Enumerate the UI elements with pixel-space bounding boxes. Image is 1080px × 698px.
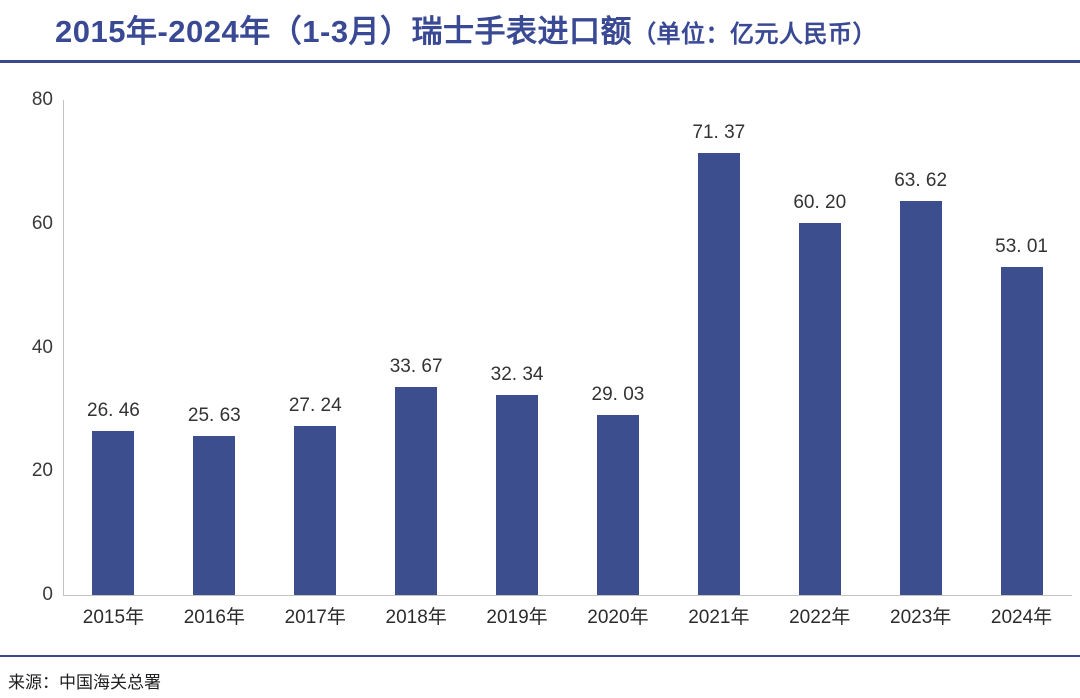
bar-2022年 xyxy=(798,222,841,595)
x-axis-category-label: 2020年 xyxy=(587,607,649,628)
bar-2017年 xyxy=(294,426,337,595)
bar-2019年 xyxy=(496,394,539,595)
x-axis-category-label: 2016年 xyxy=(183,607,245,628)
bar-value-label: 29. 03 xyxy=(591,384,645,406)
source-note: 来源：中国海关总署 xyxy=(8,673,161,692)
bar-2016年 xyxy=(193,436,236,595)
chart-title: 2015年-2024年（1-3月）瑞士手表进口额（单位：亿元人民币） xyxy=(55,6,877,51)
bar-2020年 xyxy=(596,415,639,595)
y-axis-tick-label: 0 xyxy=(42,584,53,605)
bar-2021年 xyxy=(697,153,740,595)
bar-2024年 xyxy=(1000,267,1043,595)
footer-divider-line xyxy=(0,655,1080,657)
bar-2015年 xyxy=(92,431,135,595)
bar-value-label: 63. 62 xyxy=(894,170,948,192)
y-axis-tick-label: 60 xyxy=(31,212,53,234)
x-axis-category-label: 2023年 xyxy=(890,607,952,628)
x-axis-category-label: 2024年 xyxy=(990,607,1053,628)
y-axis-line xyxy=(63,100,64,595)
bar-value-label: 26. 46 xyxy=(87,400,140,422)
x-axis-category-label: 2018年 xyxy=(385,607,447,628)
title-divider-line xyxy=(0,60,1080,63)
x-axis-category-label: 2019年 xyxy=(486,607,548,628)
chart-title-unit: （单位：亿元人民币） xyxy=(632,21,878,48)
bar-value-label: 32. 34 xyxy=(490,363,544,385)
bar-value-label: 25. 63 xyxy=(187,405,241,427)
y-axis-tick-label: 80 xyxy=(31,89,53,110)
x-axis-category-label: 2022年 xyxy=(789,607,851,628)
bar-value-label: 33. 67 xyxy=(389,355,443,377)
x-axis-category-label: 2015年 xyxy=(82,607,145,628)
chart-title-main: 2015年-2024年（1-3月）瑞士手表进口额 xyxy=(55,14,633,49)
bar-value-label: 71. 37 xyxy=(692,122,746,144)
bar-2018年 xyxy=(395,386,438,595)
bar-value-label: 60. 20 xyxy=(793,191,847,213)
y-axis-tick-label: 20 xyxy=(31,460,53,482)
y-axis-tick-label: 40 xyxy=(31,336,53,358)
bar-2023年 xyxy=(899,201,942,595)
bar-value-label: 53. 01 xyxy=(995,236,1048,257)
x-axis-category-label: 2021年 xyxy=(688,607,750,628)
x-axis-category-label: 2017年 xyxy=(284,607,346,628)
x-axis-line xyxy=(63,595,1072,596)
bar-value-label: 27. 24 xyxy=(288,395,342,417)
